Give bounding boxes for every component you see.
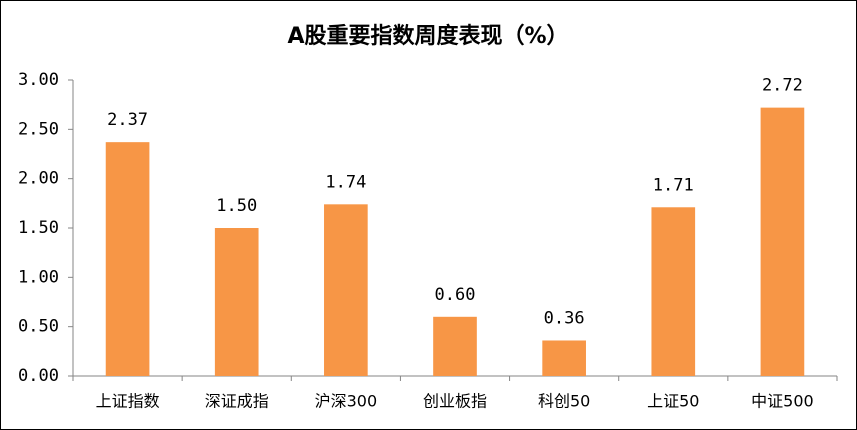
bar (760, 107, 805, 377)
chart-title: A股重要指数周度表现（%） (287, 23, 568, 49)
y-tick-label: 0.50 (18, 317, 59, 337)
x-tick-label: 科创50 (538, 392, 590, 411)
x-tick-label: 深证成指 (205, 392, 269, 411)
bar (542, 340, 586, 376)
value-label: 1.71 (653, 175, 694, 195)
value-label: 2.72 (762, 76, 803, 96)
bar (214, 228, 259, 376)
x-tick-label: 沪深300 (315, 392, 378, 411)
value-label: 0.36 (544, 308, 585, 328)
value-label: 1.50 (216, 196, 257, 216)
y-tick-label: 1.50 (18, 218, 59, 238)
x-tick-label: 上证50 (647, 392, 699, 411)
y-tick-label: 3.00 (18, 70, 59, 90)
x-tick-label: 中证500 (751, 392, 814, 411)
y-tick-label: 2.50 (18, 119, 59, 139)
bar (324, 204, 368, 376)
y-tick-label: 2.00 (18, 169, 59, 189)
y-tick-label: 0.00 (18, 366, 59, 386)
x-tick-label: 创业板指 (423, 392, 487, 411)
bar (651, 207, 696, 376)
value-label: 1.74 (325, 172, 366, 192)
bar (433, 316, 477, 376)
y-tick-label: 1.00 (18, 267, 59, 287)
x-tick-label: 上证指数 (96, 392, 160, 411)
value-label: 2.37 (107, 110, 148, 130)
value-label: 0.60 (435, 285, 476, 305)
bar (105, 142, 150, 376)
